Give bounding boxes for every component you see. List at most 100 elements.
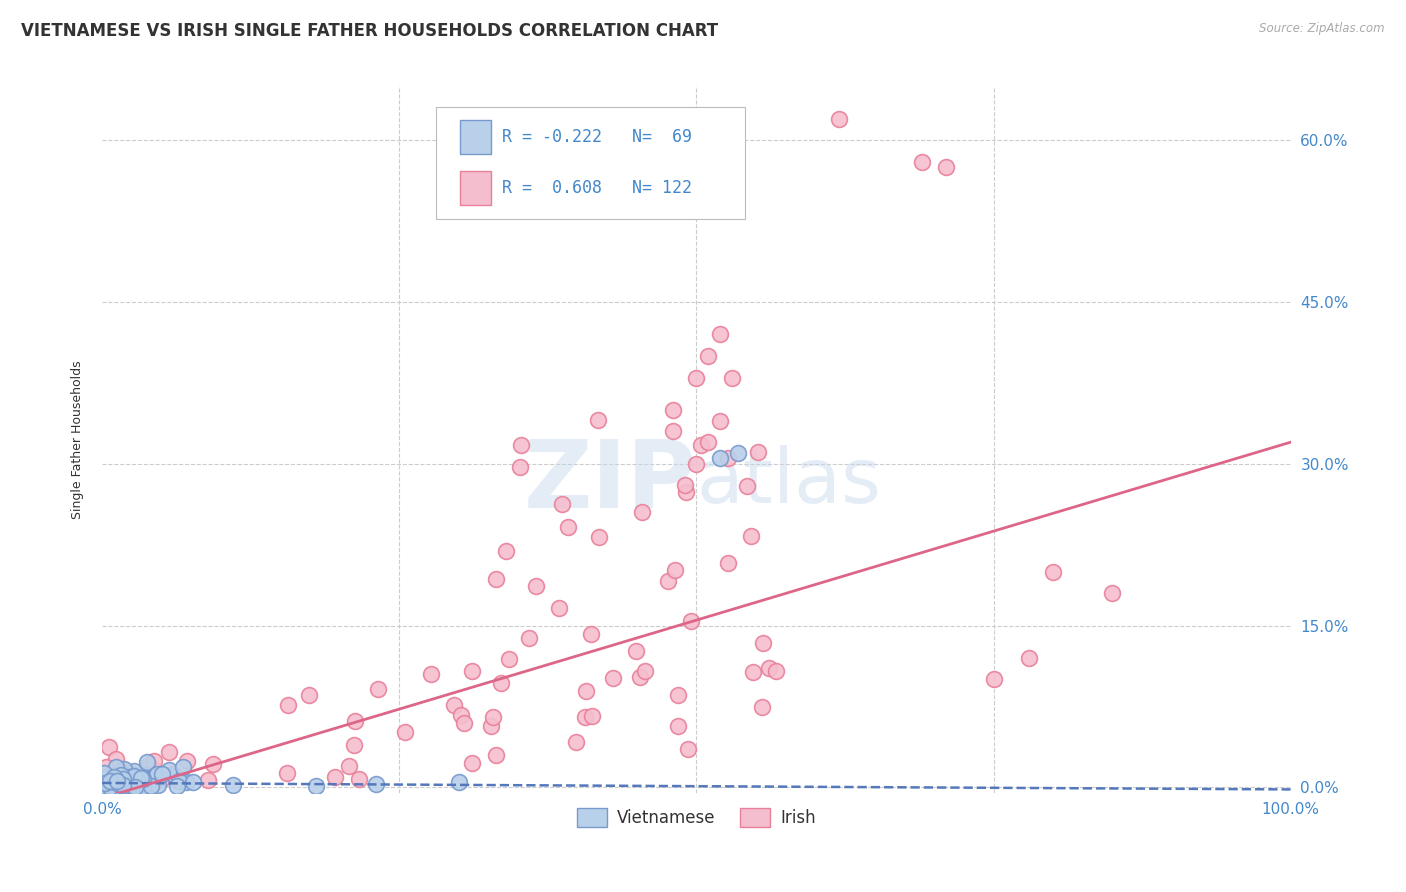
Point — [524, 579, 547, 593]
Point — [167, 773, 190, 788]
Point — [481, 710, 503, 724]
Point — [129, 771, 152, 785]
Point — [983, 673, 1005, 687]
Point — [510, 438, 533, 452]
Point — [685, 370, 707, 384]
Point — [105, 774, 128, 789]
Point — [100, 780, 122, 794]
Point — [172, 760, 194, 774]
Point — [104, 773, 127, 788]
Point — [118, 770, 141, 784]
Point — [752, 636, 775, 650]
Point — [110, 777, 132, 791]
Point — [747, 445, 769, 459]
Point — [634, 665, 657, 679]
Point — [98, 774, 121, 789]
Point — [122, 764, 145, 778]
Point — [166, 780, 188, 794]
Point — [717, 450, 740, 465]
Point — [176, 775, 198, 789]
Point — [564, 735, 586, 749]
Point — [668, 688, 690, 702]
Point — [142, 754, 165, 768]
Point — [586, 412, 609, 426]
Point — [127, 773, 149, 788]
Point — [479, 719, 502, 733]
Point — [450, 707, 472, 722]
Point — [104, 764, 127, 779]
Point — [197, 773, 219, 788]
Point — [685, 457, 707, 471]
Point — [1101, 586, 1123, 600]
Point — [129, 768, 152, 782]
Point — [485, 572, 508, 586]
Point — [574, 710, 596, 724]
Point — [96, 774, 118, 789]
Point — [121, 774, 143, 789]
Point — [495, 544, 517, 558]
Point — [751, 700, 773, 714]
Point — [581, 708, 603, 723]
Point — [631, 505, 654, 519]
Point — [105, 775, 128, 789]
Point — [146, 778, 169, 792]
Point — [122, 769, 145, 783]
Point — [758, 661, 780, 675]
Point — [122, 778, 145, 792]
Point — [517, 632, 540, 646]
Point — [111, 776, 134, 790]
Point — [103, 770, 125, 784]
Point — [132, 772, 155, 787]
Point — [98, 768, 121, 782]
Point — [159, 763, 181, 777]
Point — [742, 665, 765, 680]
Point — [626, 644, 648, 658]
Point — [630, 670, 652, 684]
Point — [105, 752, 128, 766]
Point — [120, 770, 142, 784]
Point — [181, 774, 204, 789]
Legend: Vietnamese, Irish: Vietnamese, Irish — [571, 801, 823, 834]
Point — [104, 777, 127, 791]
Point — [127, 773, 149, 788]
Point — [150, 766, 173, 780]
Point — [121, 775, 143, 789]
Point — [485, 747, 508, 762]
Point — [690, 438, 713, 452]
Point — [828, 112, 851, 126]
Point — [911, 154, 934, 169]
Point — [125, 780, 148, 794]
Point — [1042, 565, 1064, 579]
Point — [115, 777, 138, 791]
Point — [661, 425, 683, 439]
Point — [111, 780, 134, 794]
Text: R = -0.222   N=  69: R = -0.222 N= 69 — [502, 128, 692, 146]
Point — [111, 773, 134, 788]
Point — [118, 778, 141, 792]
Point — [681, 615, 703, 629]
Point — [740, 529, 762, 543]
Point — [602, 671, 624, 685]
Point — [103, 780, 125, 794]
Y-axis label: Single Father Households: Single Father Households — [72, 360, 84, 519]
Point — [131, 780, 153, 794]
Point — [676, 742, 699, 756]
Point — [146, 767, 169, 781]
Point — [575, 683, 598, 698]
Point — [114, 775, 136, 789]
Point — [112, 772, 135, 786]
Point — [166, 772, 188, 786]
Point — [551, 497, 574, 511]
Point — [222, 778, 245, 792]
Point — [491, 675, 513, 690]
Point — [101, 767, 124, 781]
Point — [93, 779, 115, 793]
Point — [118, 777, 141, 791]
Point — [96, 770, 118, 784]
Text: VIETNAMESE VS IRISH SINGLE FATHER HOUSEHOLDS CORRELATION CHART: VIETNAMESE VS IRISH SINGLE FATHER HOUSEH… — [21, 22, 718, 40]
Point — [104, 772, 127, 787]
Point — [110, 764, 132, 778]
Point — [105, 760, 128, 774]
Point — [579, 627, 602, 641]
Text: R =  0.608   N= 122: R = 0.608 N= 122 — [502, 179, 692, 197]
